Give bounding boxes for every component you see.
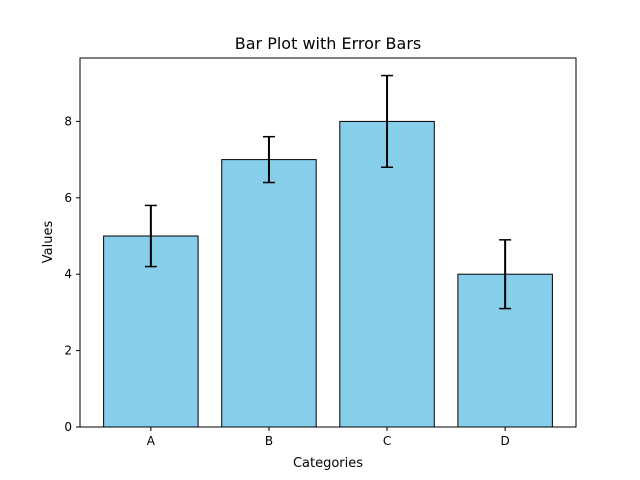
bars-group [103, 120, 553, 428]
y-axis-label: Values [41, 221, 56, 264]
x-tick-label-B: B [265, 434, 273, 448]
x-tick-label-C: C [383, 434, 391, 448]
y-tick-label-6: 6 [64, 191, 72, 205]
error-bar-B [262, 135, 275, 184]
x-axis-label: Categories [293, 456, 363, 471]
error-bar-A [144, 204, 157, 268]
y-tick-label-8: 8 [64, 114, 72, 128]
y-tick-label-2: 2 [64, 344, 72, 358]
x-tick-label-D: D [501, 434, 510, 448]
error-bar-C [381, 74, 394, 168]
bar-B [221, 159, 317, 428]
y-axis-ticks: 0 2 4 6 8 [64, 114, 80, 434]
error-bar-D [499, 239, 512, 310]
plot-frame [79, 57, 577, 428]
bar-A [103, 235, 199, 428]
y-tick-label-4: 4 [64, 267, 72, 281]
bar-C [339, 120, 435, 428]
y-tick-label-0: 0 [64, 420, 72, 434]
x-tick-label-A: A [147, 434, 156, 448]
error-bars-group [144, 74, 512, 310]
x-axis-ticks: A B C D [147, 427, 510, 448]
chart-title: Bar Plot with Error Bars [235, 34, 422, 53]
